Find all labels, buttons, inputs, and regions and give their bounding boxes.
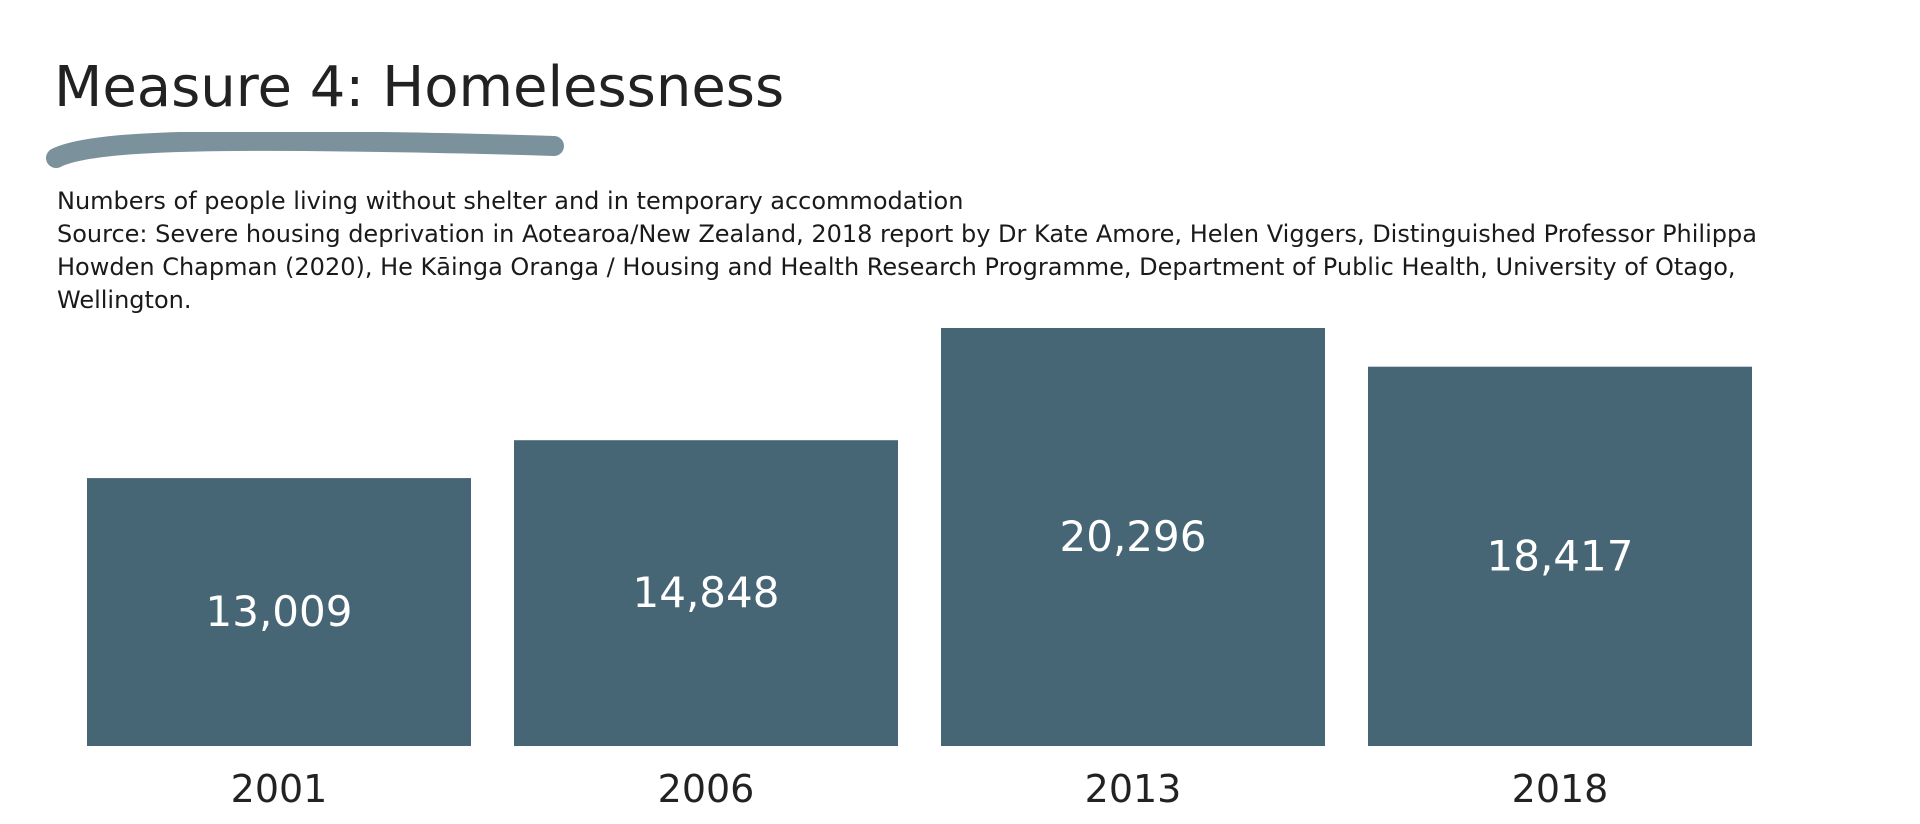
x-tick-label: 2006 [658,767,755,811]
bar-2006 [514,440,898,746]
bar-value-label: 20,296 [1060,512,1207,561]
x-tick-label: 2013 [1085,767,1182,811]
bar-value-label: 13,009 [206,587,353,636]
bar-value-label: 18,417 [1487,531,1634,580]
x-tick-label: 2018 [1512,767,1609,811]
x-tick-label: 2001 [231,767,328,811]
bar-value-label: 14,848 [633,568,780,617]
bar-2001 [87,478,471,746]
brush-stroke [46,132,564,168]
bar-2013 [941,328,1325,746]
title-underline [46,132,564,168]
bar-2018 [1368,366,1752,746]
page-title: Measure 4: Homelessness [54,55,785,120]
chart-description: Numbers of people living without shelter… [57,185,1757,317]
chart-source: Source: Severe housing deprivation in Ao… [57,220,1757,314]
chart-subtitle: Numbers of people living without shelter… [57,187,964,215]
